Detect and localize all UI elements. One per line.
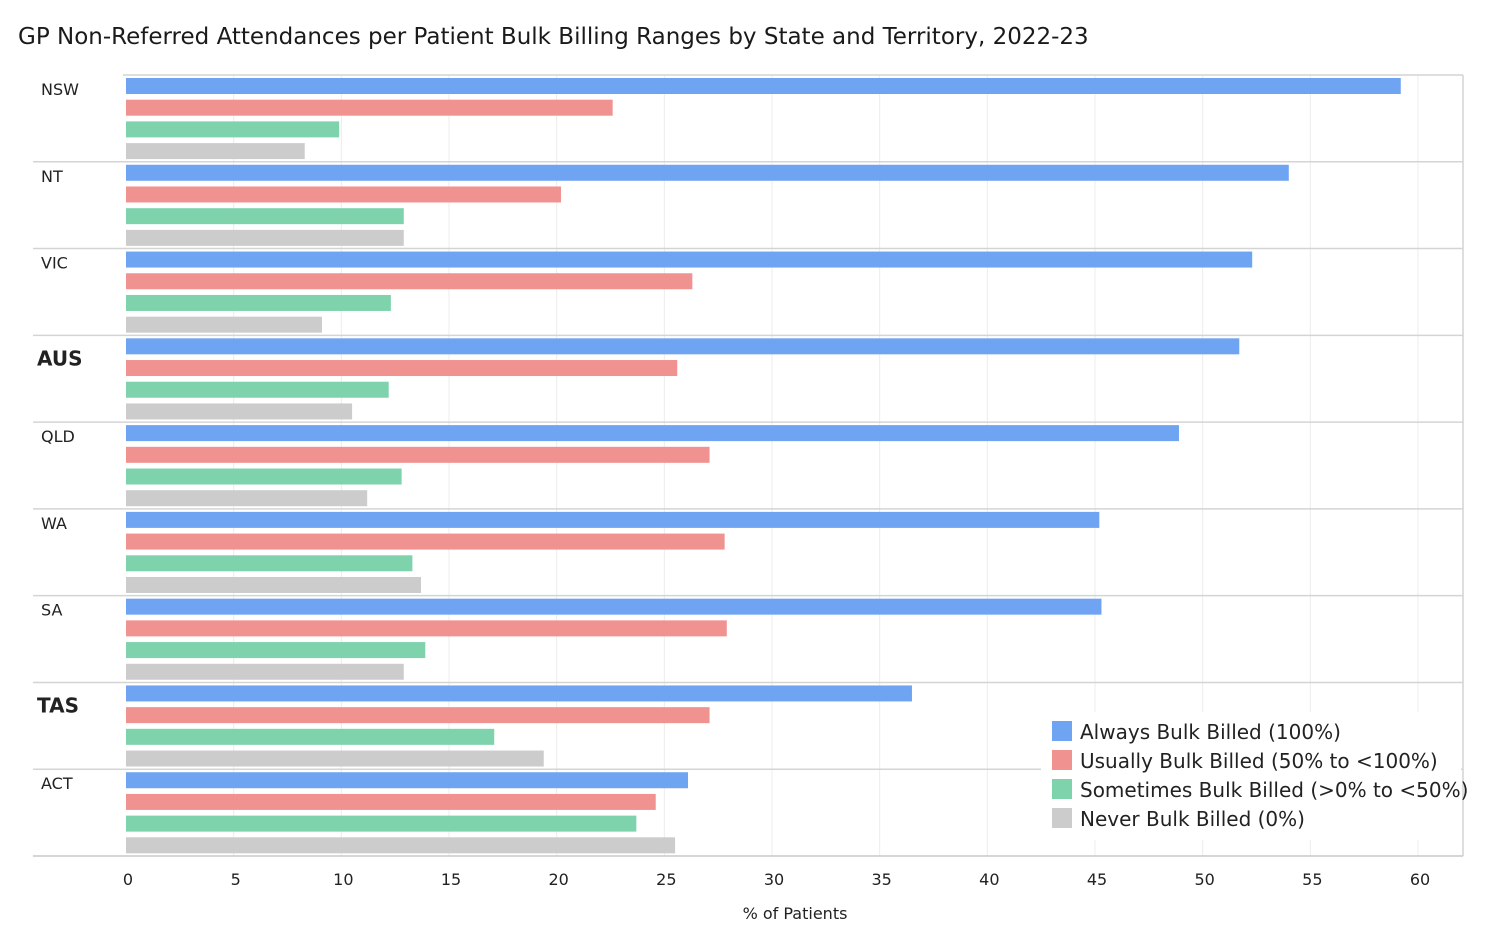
bar-sa-3 (126, 642, 426, 659)
bar-sa-1 (126, 598, 1102, 615)
category-label: SA (41, 601, 62, 620)
bar-nt-2 (126, 186, 561, 203)
bar-vic-2 (126, 273, 693, 290)
bar-nt-3 (126, 208, 404, 225)
bar-nsw-4 (126, 143, 305, 160)
bar-act-2 (126, 793, 656, 810)
legend-label: Sometimes Bulk Billed (>0% to <50%) (1080, 778, 1468, 802)
bar-tas-2 (126, 707, 710, 724)
category-label: NT (41, 167, 63, 186)
bar-qld-3 (126, 468, 402, 485)
bar-aus-2 (126, 360, 678, 377)
bar-aus-3 (126, 381, 389, 398)
chart-title: GP Non-Referred Attendances per Patient … (18, 24, 1089, 50)
x-tick-label: 45 (1087, 870, 1107, 889)
x-tick-labels: 0 5 10 15 20 25 30 35 40 45 50 55 60 (123, 870, 1430, 889)
x-tick-label: 10 (333, 870, 353, 889)
bar-sa-2 (126, 620, 727, 637)
legend-swatch (1052, 721, 1072, 741)
category-label: WA (41, 514, 67, 533)
x-tick-label: 0 (123, 870, 133, 889)
plot-frame (33, 74, 1464, 857)
bar-nt-4 (126, 229, 404, 246)
legend-swatch (1052, 808, 1072, 828)
bar-vic-3 (126, 294, 391, 311)
bar-qld-2 (126, 446, 710, 463)
x-tick-label: 40 (979, 870, 999, 889)
bar-wa-4 (126, 576, 422, 593)
bar-wa-2 (126, 533, 725, 550)
x-axis-title: % of Patients (743, 904, 848, 923)
x-tick-label: 5 (231, 870, 241, 889)
bar-tas-1 (126, 685, 912, 702)
legend-label: Never Bulk Billed (0%) (1080, 807, 1305, 831)
bar-sa-4 (126, 663, 404, 680)
x-tick-label: 20 (548, 870, 568, 889)
legend-swatch (1052, 779, 1072, 799)
bar-nsw-3 (126, 121, 340, 138)
legend-label: Always Bulk Billed (100%) (1080, 720, 1341, 744)
bar-nsw-1 (126, 78, 1401, 94)
bar-tas-4 (126, 750, 544, 767)
bar-nsw-2 (126, 99, 613, 116)
bar-qld-4 (126, 490, 368, 507)
category-labels: NSW NT VIC AUS QLD WA SA TAS ACT (37, 80, 83, 793)
legend-background (1041, 712, 1461, 840)
x-tick-label: 55 (1302, 870, 1322, 889)
category-label: ACT (41, 774, 73, 793)
bar-wa-3 (126, 555, 413, 572)
x-tick-label: 30 (764, 870, 784, 889)
category-label: QLD (41, 427, 75, 446)
legend: Always Bulk Billed (100%) Usually Bulk Bi… (1041, 712, 1468, 840)
x-tick-label: 35 (871, 870, 891, 889)
bar-tas-3 (126, 728, 495, 745)
bars (126, 78, 1401, 854)
bar-aus-4 (126, 403, 353, 420)
legend-label: Usually Bulk Billed (50% to <100%) (1080, 749, 1438, 773)
category-label: AUS (37, 346, 83, 370)
bar-wa-1 (126, 511, 1100, 528)
bar-nt-1 (126, 164, 1289, 181)
category-label: VIC (41, 254, 68, 273)
legend-swatch (1052, 750, 1072, 770)
x-tick-label: 25 (656, 870, 676, 889)
bar-act-3 (126, 815, 637, 832)
bar-act-4 (126, 837, 676, 854)
bar-act-1 (126, 772, 689, 789)
bar-qld-1 (126, 425, 1179, 442)
x-tick-label: 50 (1194, 870, 1214, 889)
bar-vic-4 (126, 316, 322, 333)
x-tick-label: 15 (441, 870, 461, 889)
bar-aus-1 (126, 338, 1240, 355)
bar-vic-1 (126, 251, 1253, 268)
category-label: NSW (41, 80, 79, 99)
x-tick-label: 60 (1410, 870, 1430, 889)
category-label: TAS (37, 693, 79, 717)
